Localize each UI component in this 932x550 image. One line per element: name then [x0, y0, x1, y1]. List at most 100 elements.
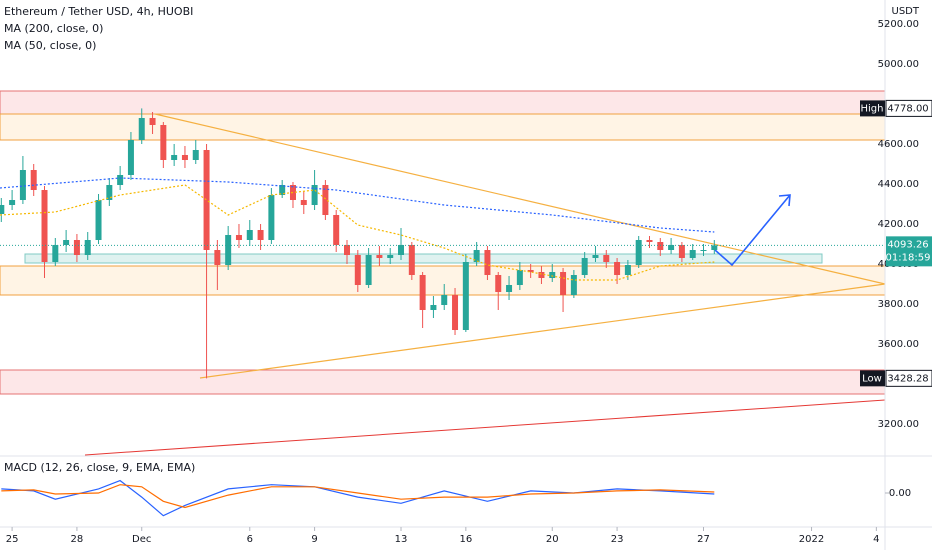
x-tick-label: 20: [546, 534, 559, 545]
y-tick-label: 5000.00: [878, 59, 919, 70]
y-tick-label: 4200.00: [878, 219, 919, 230]
x-tick-label: 2022: [799, 534, 824, 545]
candle-body: [365, 255, 372, 285]
legend-entry: MA (200, close, 0): [4, 22, 103, 35]
candle-body: [41, 190, 48, 262]
candle-body: [9, 200, 16, 205]
candle-body: [311, 185, 318, 205]
candle-body: [127, 140, 134, 175]
candle-body: [73, 240, 80, 255]
candle-body: [181, 155, 188, 160]
x-tick-label: 25: [6, 534, 19, 545]
candle-body: [300, 200, 307, 205]
trend-line: [84, 399, 886, 456]
candle-body: [235, 235, 242, 240]
x-tick-label: 4: [873, 534, 879, 545]
candle-body: [343, 245, 350, 255]
candle-body: [711, 245, 718, 250]
candle-body: [138, 118, 145, 140]
candle-body: [279, 185, 286, 195]
x-tick-label: 13: [395, 534, 408, 545]
candle-body: [592, 255, 599, 258]
candle-body: [495, 275, 502, 292]
candle-body: [117, 175, 124, 185]
candle-body: [257, 230, 264, 240]
candle-body: [657, 242, 664, 250]
candle-body: [506, 285, 513, 292]
candle-body: [581, 258, 588, 275]
resistance-zone: [0, 90, 886, 115]
candle-body: [376, 255, 383, 258]
candle-body: [560, 272, 567, 295]
candle-body: [52, 245, 59, 262]
candle-body: [333, 215, 340, 245]
candle-body: [614, 262, 621, 275]
candle-body: [527, 270, 534, 272]
last-price-label: 4093.26: [887, 239, 928, 250]
arrow-head: [778, 194, 791, 207]
moving-average: [0, 184, 715, 281]
candle-body: [473, 250, 480, 262]
candle-body: [171, 155, 178, 160]
x-tick-label: 6: [247, 534, 253, 545]
marker-value-box: [885, 99, 932, 117]
candle-body: [678, 245, 685, 258]
y-tick-label: 4400.00: [878, 179, 919, 190]
last-price-box: [886, 236, 932, 267]
x-tick-label: 9: [311, 534, 317, 545]
candle-body: [549, 272, 556, 278]
resistance-zone: [0, 113, 886, 141]
candle-body: [214, 250, 221, 265]
marker-value-box: [885, 369, 932, 387]
x-tick-label: 28: [71, 534, 84, 545]
candle-body: [149, 118, 156, 125]
candle-body: [484, 250, 491, 275]
marker-name: High: [861, 103, 884, 114]
candle-body: [646, 240, 653, 242]
candle-body: [19, 170, 26, 200]
projection-arrow: [714, 194, 791, 267]
candle-body: [95, 200, 102, 240]
candle-body: [268, 195, 275, 240]
candle-body: [106, 185, 113, 200]
y-tick-label: 3200.00: [878, 419, 919, 430]
y-tick-label: 0.00: [889, 488, 911, 499]
x-tick-label: Dec: [132, 534, 151, 545]
candle-body: [538, 272, 545, 278]
support-zone: [24, 253, 823, 264]
candle-body: [30, 170, 37, 190]
macd-line: [1, 484, 715, 509]
marker-name-box: [860, 370, 885, 387]
x-tick-label: 27: [697, 534, 710, 545]
candle-body: [700, 250, 707, 251]
y-tick-label: 3800.00: [878, 299, 919, 310]
marker-name: Low: [862, 373, 882, 384]
legend-entry: MA (50, close, 0): [4, 39, 96, 52]
candle-body: [419, 275, 426, 310]
moving-average: [0, 177, 715, 233]
countdown: 01:18:59: [886, 252, 931, 263]
candle-body: [246, 230, 253, 240]
candle-body: [398, 245, 405, 255]
trend-line: [154, 113, 886, 285]
candle-body: [63, 240, 70, 245]
candle-body: [603, 255, 610, 262]
trend-line: [199, 283, 886, 379]
candle-body: [160, 125, 167, 160]
candle-body: [516, 270, 523, 285]
candle-body: [689, 250, 696, 258]
marker-name-box: [860, 100, 885, 117]
y-tick-label: 4600.00: [878, 139, 919, 150]
marker-value: 3428.28: [887, 373, 928, 384]
candle-body: [430, 305, 437, 310]
candle-body: [84, 240, 91, 255]
candle-body: [192, 150, 199, 160]
y-tick-label: 3600.00: [878, 339, 919, 350]
candle-body: [225, 235, 232, 265]
candle-body: [387, 255, 394, 258]
candle-body: [354, 255, 361, 285]
marker-value: 4778.00: [887, 103, 928, 114]
chart-title: Ethereum / Tether USD, 4h, HUOBI: [4, 5, 193, 18]
